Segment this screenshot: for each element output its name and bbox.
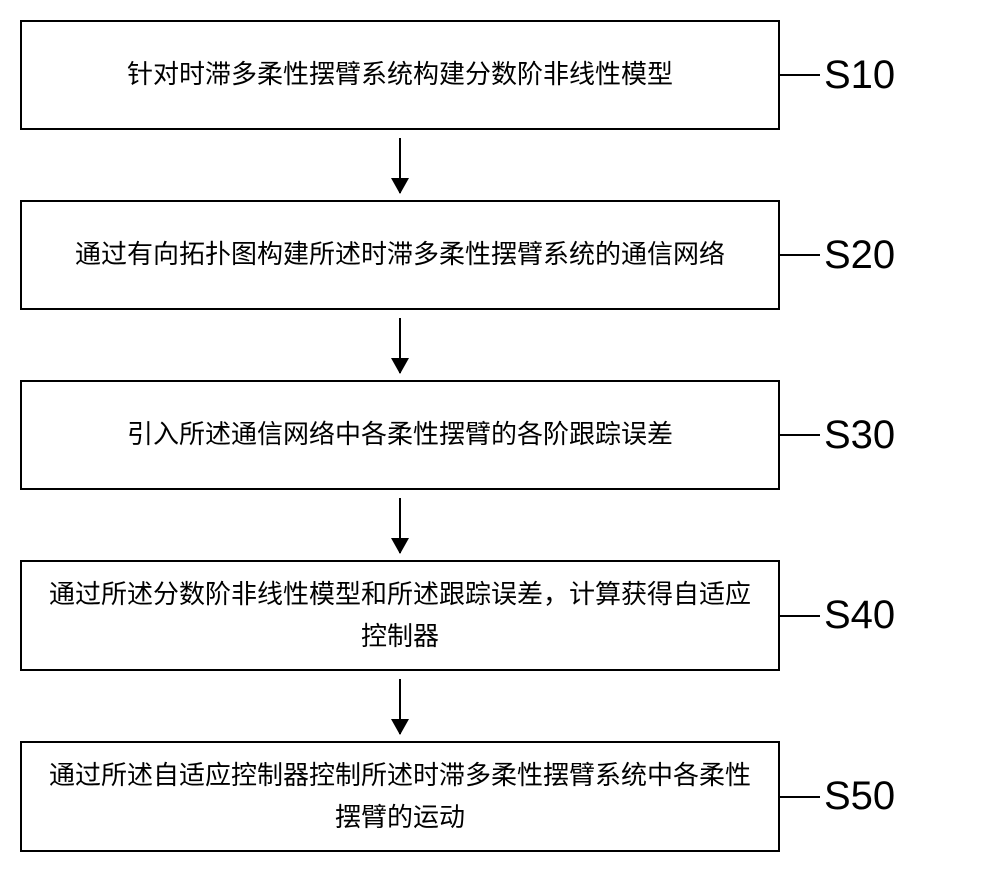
label-connector [780,615,820,617]
step-text: 针对时滞多柔性摆臂系统构建分数阶非线性模型 [127,54,673,96]
arrow-s20-s30 [20,310,780,380]
step-text: 引入所述通信网络中各柔性摆臂的各阶跟踪误差 [127,414,673,456]
down-arrow-icon [399,498,401,553]
step-box-s50: 通过所述自适应控制器控制所述时滞多柔性摆臂系统中各柔性摆臂的运动 [20,741,780,852]
arrow-s30-s40 [20,490,780,560]
arrow-row [20,130,980,200]
flowchart-root: 针对时滞多柔性摆臂系统构建分数阶非线性模型 S10 通过有向拓扑图构建所述时滞多… [20,20,980,852]
step-label-s40: S40 [824,593,924,638]
step-text: 通过所述自适应控制器控制所述时滞多柔性摆臂系统中各柔性摆臂的运动 [46,755,754,838]
arrow-row [20,490,980,560]
step-label-s20: S20 [824,233,924,278]
arrow-s40-s50 [20,671,780,741]
arrow-row [20,310,980,380]
arrow-s10-s20 [20,130,780,200]
label-connector [780,796,820,798]
step-box-s10: 针对时滞多柔性摆臂系统构建分数阶非线性模型 [20,20,780,130]
step-box-s30: 引入所述通信网络中各柔性摆臂的各阶跟踪误差 [20,380,780,490]
label-connector [780,254,820,256]
step-label-s10: S10 [824,53,924,98]
step-text: 通过有向拓扑图构建所述时滞多柔性摆臂系统的通信网络 [75,234,725,276]
step-text: 通过所述分数阶非线性模型和所述跟踪误差，计算获得自适应控制器 [46,574,754,657]
down-arrow-icon [399,679,401,734]
down-arrow-icon [399,138,401,193]
down-arrow-icon [399,318,401,373]
step-row-s20: 通过有向拓扑图构建所述时滞多柔性摆臂系统的通信网络 S20 [20,200,980,310]
arrow-row [20,671,980,741]
step-box-s40: 通过所述分数阶非线性模型和所述跟踪误差，计算获得自适应控制器 [20,560,780,671]
step-row-s30: 引入所述通信网络中各柔性摆臂的各阶跟踪误差 S30 [20,380,980,490]
step-label-s50: S50 [824,774,924,819]
step-box-s20: 通过有向拓扑图构建所述时滞多柔性摆臂系统的通信网络 [20,200,780,310]
step-row-s40: 通过所述分数阶非线性模型和所述跟踪误差，计算获得自适应控制器 S40 [20,560,980,671]
label-connector [780,74,820,76]
step-label-s30: S30 [824,413,924,458]
label-connector [780,434,820,436]
step-row-s10: 针对时滞多柔性摆臂系统构建分数阶非线性模型 S10 [20,20,980,130]
step-row-s50: 通过所述自适应控制器控制所述时滞多柔性摆臂系统中各柔性摆臂的运动 S50 [20,741,980,852]
